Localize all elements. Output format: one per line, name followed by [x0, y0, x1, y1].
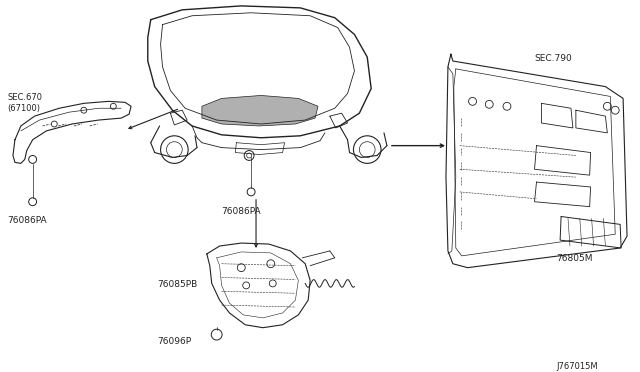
Text: J767015M: J767015M — [556, 362, 598, 371]
Text: SEC.670
(67100): SEC.670 (67100) — [7, 93, 42, 113]
Text: SEC.790: SEC.790 — [534, 54, 572, 63]
Text: 76086PA: 76086PA — [221, 207, 261, 216]
Text: 76085PB: 76085PB — [157, 280, 198, 289]
Text: 76096P: 76096P — [157, 337, 192, 346]
Polygon shape — [202, 96, 318, 126]
Text: 76805M: 76805M — [556, 254, 593, 263]
Text: 76086PA: 76086PA — [7, 217, 47, 225]
